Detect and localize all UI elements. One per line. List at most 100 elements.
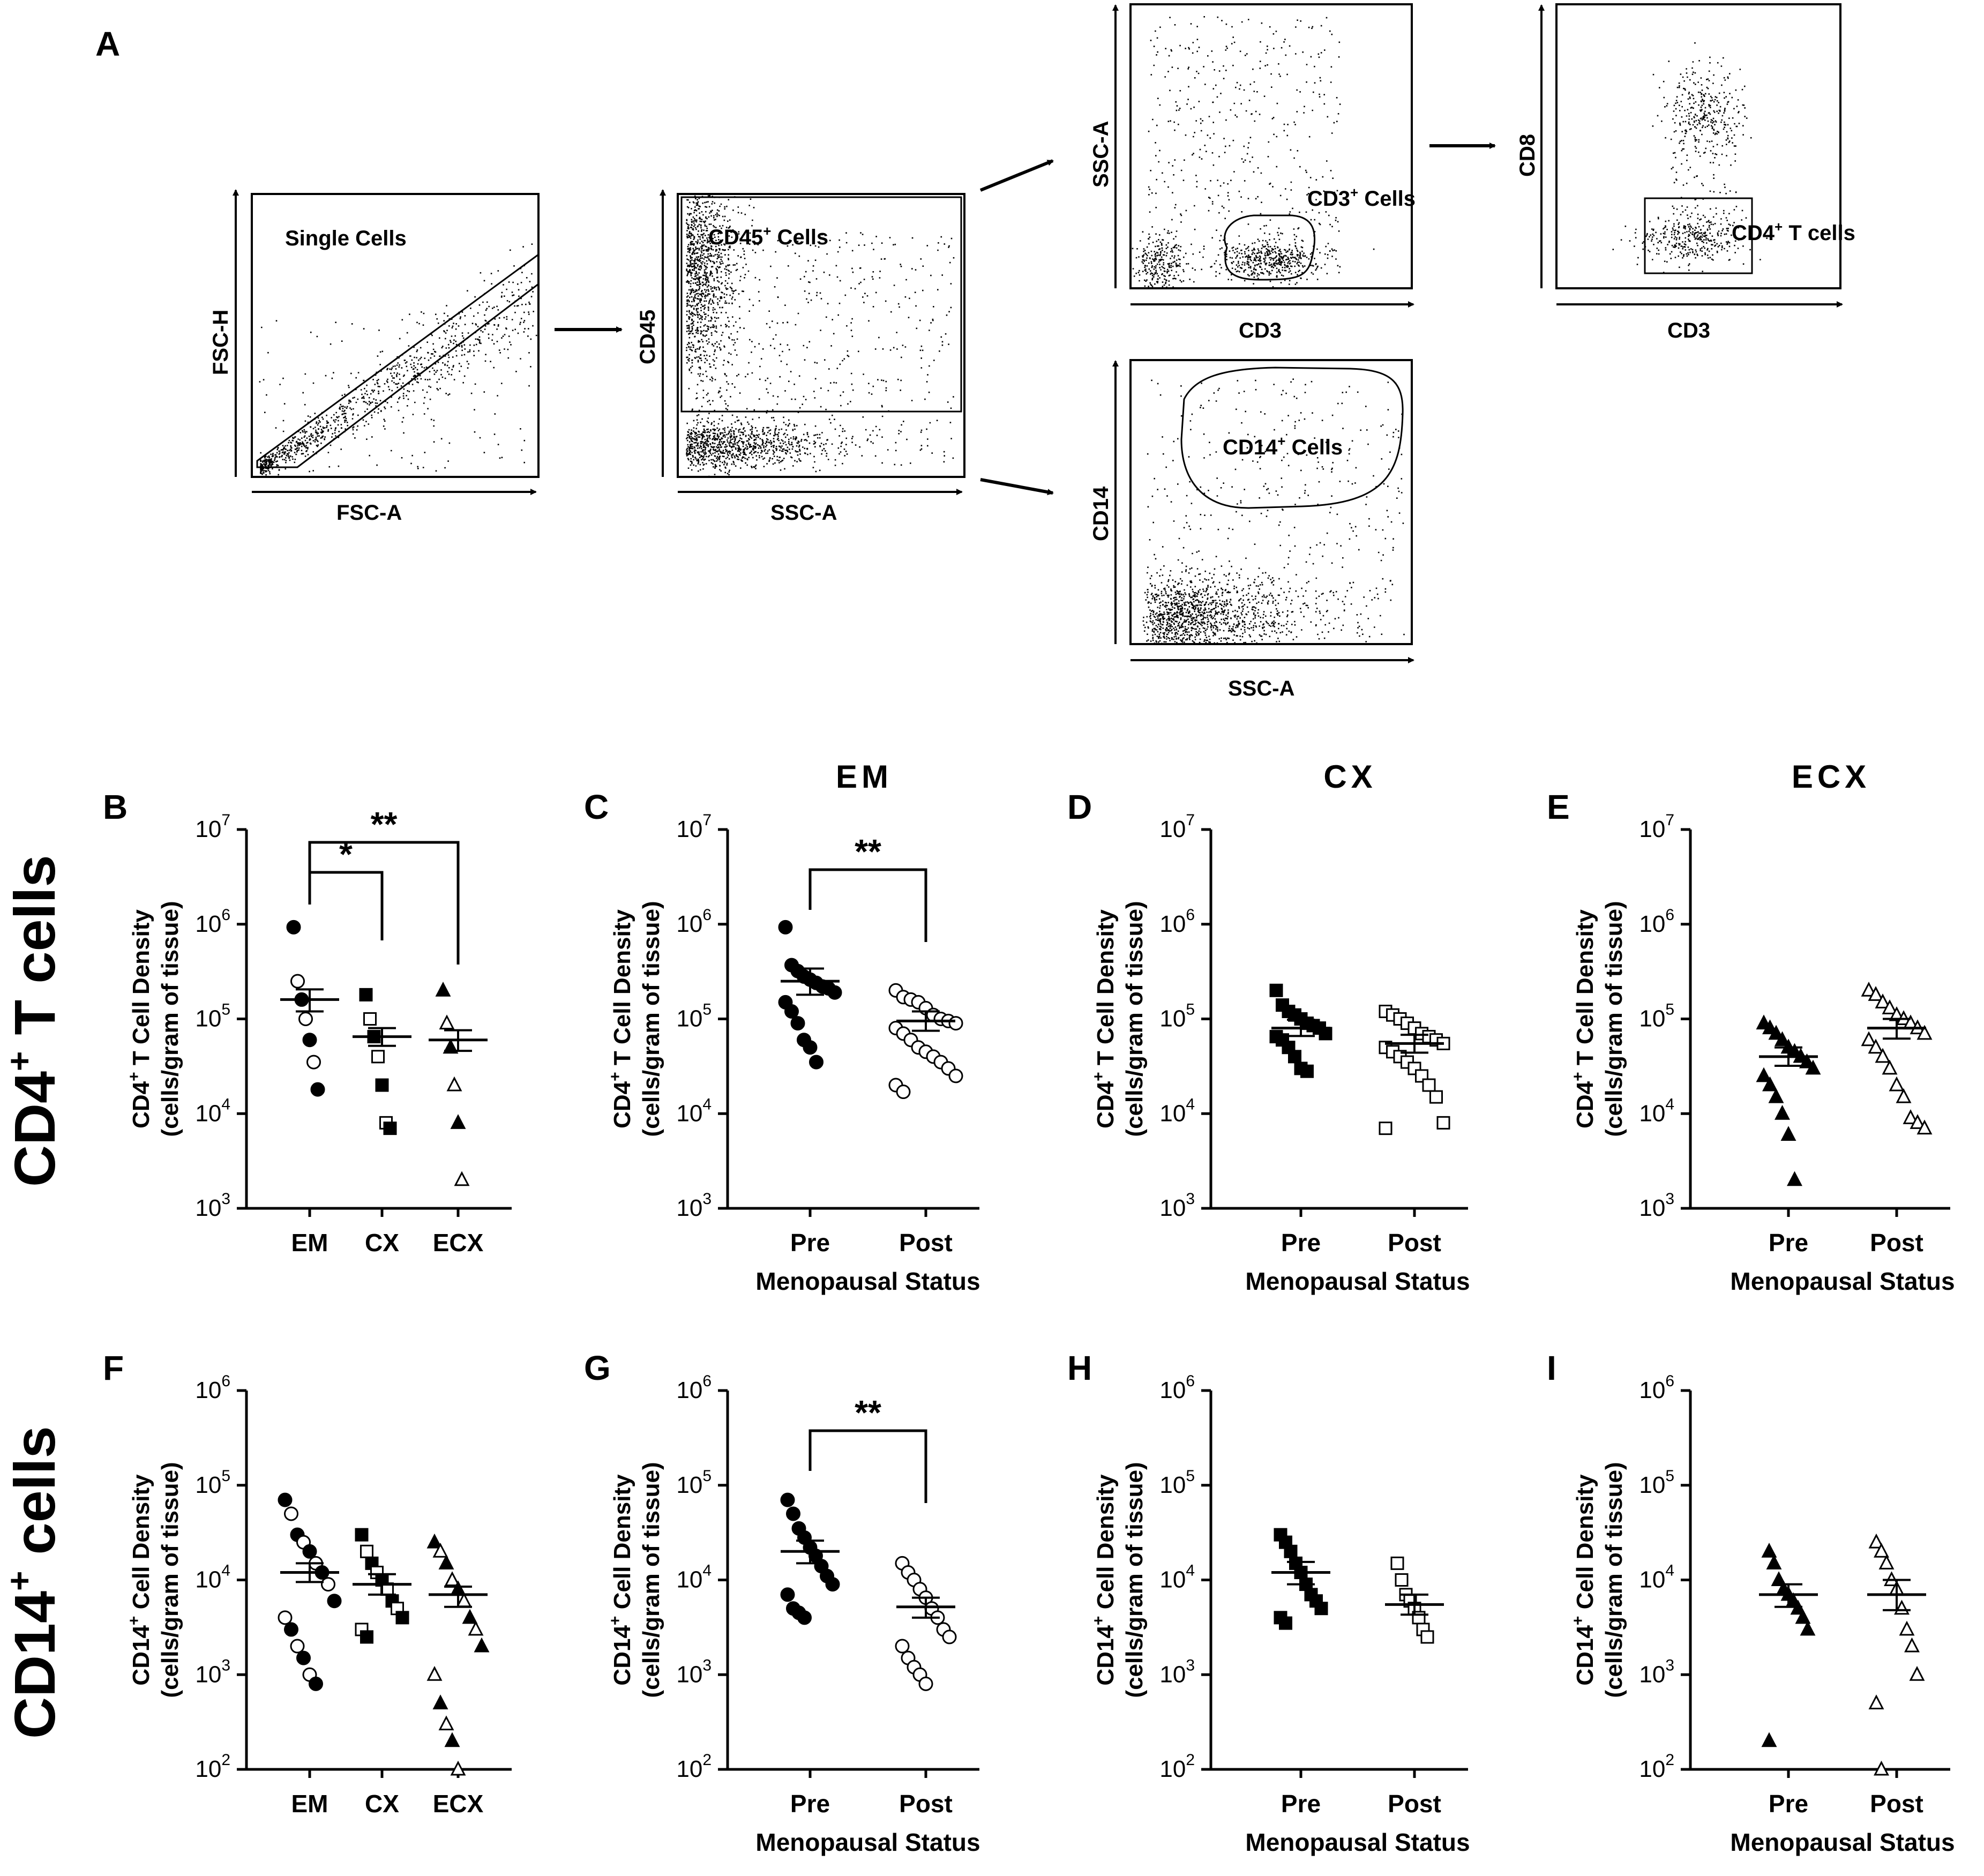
gate-polygon-single-cells (256, 253, 540, 468)
data-point-circle (790, 1016, 805, 1031)
data-point-triangle (1805, 1059, 1821, 1075)
y-tick-label: 107 (1159, 811, 1195, 842)
data-point-triangle (444, 1571, 460, 1586)
data-point-triangle (450, 1114, 466, 1129)
data-point-circle (302, 1544, 317, 1559)
panel-letter: I (1547, 1349, 1556, 1387)
y-tick-label: 104 (195, 1095, 230, 1126)
chart-panel-f: F 102 103 104 105 106 CD14+ Cell Density (cells… (103, 1349, 512, 1818)
data-point-circle (327, 1594, 342, 1609)
data-point-circle (778, 920, 793, 935)
data-point-triangle (444, 1732, 460, 1747)
y-tick-label: 104 (1639, 1562, 1674, 1593)
y-axis-label-line1: CD14+ Cell Density (1090, 1474, 1119, 1686)
y-axis-label-line1: CD4+ T Cell Density (1569, 909, 1598, 1128)
data-point-triangle (432, 1694, 448, 1709)
x-axis-label: CD3 (1239, 319, 1282, 342)
data-point-circle (286, 920, 301, 935)
x-axis-label: Menopausal Status (1730, 1267, 1955, 1295)
data-point-triangle (1756, 1067, 1772, 1082)
data-point-circle (780, 1587, 795, 1602)
data-point-circle (278, 1610, 293, 1625)
data-point-triangle (1762, 1019, 1778, 1035)
chart-panel-b: B 103 104 105 106 107 CD4+ T Cell Density (cell… (103, 788, 512, 1257)
data-point-square (1314, 1602, 1328, 1616)
y-axis-label-line1: CD4+ T Cell Density (125, 909, 154, 1128)
y-tick-label: 105 (676, 1467, 712, 1498)
series-pre (1269, 983, 1332, 1078)
x-tick-label: Pre (790, 1790, 830, 1818)
gate-label-single-cells: Single Cells (285, 227, 407, 250)
y-axis-label: CD4+ T Cell Density (cells/gram of tissue… (1569, 901, 1627, 1137)
series-pre (778, 920, 842, 1070)
data-point-square (1395, 1573, 1409, 1587)
data-point-square (1420, 1630, 1434, 1644)
data-point-triangle (1861, 1031, 1877, 1047)
series-post (1379, 1005, 1450, 1135)
series-pre (1271, 1528, 1330, 1630)
x-tick-label: Pre (1281, 1229, 1321, 1257)
data-point-circle (302, 1033, 317, 1048)
flow-plot-frame (251, 193, 540, 478)
x-tick-label: Post (1388, 1790, 1441, 1818)
data-point-triangle (468, 1620, 484, 1636)
x-tick-label: Post (1870, 1790, 1923, 1818)
x-tick-label: Pre (1281, 1790, 1321, 1818)
y-tick-label: 106 (1639, 1372, 1674, 1403)
panel-letter: F (103, 1349, 124, 1387)
panel-letter: H (1067, 1349, 1092, 1387)
chart-panel-h: H 102 103 104 105 106 CD14+ Cell Density (cells… (1067, 1349, 1470, 1856)
data-point-square (360, 1544, 373, 1558)
chart-panel-c: C EM 103 104 105 106 107 CD4+ T Cell Density (ce… (584, 759, 980, 1295)
data-point-triangle (1868, 1694, 1884, 1709)
y-axis-label: CD45 (636, 310, 660, 364)
y-axis-label: CD14 (1089, 486, 1113, 541)
data-point-circle (298, 1012, 313, 1026)
y-tick-label: 104 (1639, 1095, 1674, 1126)
data-point-circle (918, 1676, 933, 1691)
x-axis-label: Menopausal Status (755, 1828, 980, 1856)
data-point-circle (780, 1492, 795, 1507)
x-axis-label: Menopausal Status (1730, 1828, 1955, 1856)
series-ecx (429, 982, 488, 1186)
y-axis-label-line2: (cells/gram of tissue) (157, 901, 183, 1137)
series-em (278, 1492, 342, 1691)
panel-letter: E (1547, 788, 1570, 826)
y-tick-label: 105 (195, 1467, 230, 1498)
x-axis-label: SSC-A (1228, 677, 1294, 700)
event-dot-cloud (259, 243, 537, 476)
y-tick-label: 107 (1639, 811, 1674, 842)
flow-plot-frame (1129, 3, 1413, 289)
data-point-circle (309, 1676, 323, 1691)
gate-arrow (979, 159, 1054, 192)
significance-label: ** (371, 805, 398, 843)
data-point-triangle (1780, 1126, 1796, 1141)
x-axis-label: CD3 (1667, 319, 1710, 342)
series-post (1867, 1533, 1926, 1776)
data-point-triangle (1868, 986, 1884, 1001)
data-point-circle (284, 1506, 298, 1521)
y-tick-label: 106 (676, 1372, 712, 1403)
data-point-square (1288, 1050, 1301, 1064)
series-post (1385, 1556, 1444, 1644)
gate-label-cd3: CD3+ Cells (1307, 184, 1416, 211)
y-tick-label: 106 (195, 1372, 230, 1403)
y-tick-label: 106 (1639, 906, 1674, 937)
data-point-triangle (1916, 1119, 1933, 1135)
y-axis-label: CD14+ Cell Density (cells/gram of tissue) (607, 1462, 664, 1698)
series-cx (353, 1528, 411, 1644)
data-point-triangle (1878, 1554, 1895, 1569)
data-point-triangle (1899, 1620, 1915, 1636)
y-tick-label: 102 (1639, 1751, 1674, 1782)
data-point-triangle (435, 982, 451, 997)
data-point-triangle (1868, 1038, 1884, 1054)
data-point-square (1390, 1556, 1404, 1570)
y-tick-label: 103 (1159, 1656, 1195, 1687)
data-point-triangle (446, 1076, 462, 1092)
y-tick-label: 105 (1639, 1467, 1674, 1498)
y-tick-label: 106 (676, 906, 712, 937)
data-point-circle (803, 1040, 818, 1055)
y-tick-label: 102 (1159, 1751, 1195, 1782)
y-tick-label: 104 (676, 1562, 712, 1593)
chart-title: ECX (1792, 759, 1870, 795)
